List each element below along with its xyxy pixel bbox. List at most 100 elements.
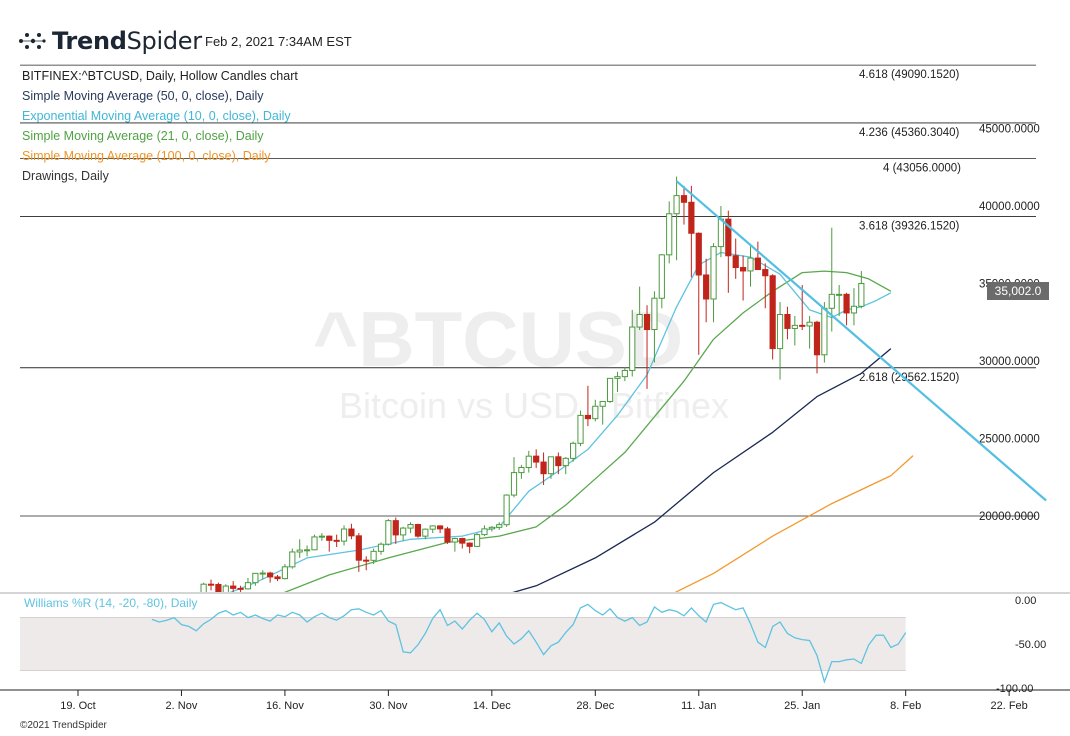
- candle-body: [488, 526, 495, 530]
- legend-ema10[interactable]: Exponential Moving Average (10, 0, close…: [22, 109, 291, 123]
- candle-body: [377, 543, 385, 552]
- candle-body: [437, 525, 444, 530]
- candle-body: [385, 520, 392, 545]
- candle-body: [843, 293, 850, 314]
- candle-body: [732, 255, 739, 269]
- candle-body: [363, 559, 370, 562]
- fib-level-label: 3.618 (39326.1520): [859, 220, 960, 232]
- candle-body: [533, 455, 540, 463]
- x-tick-label: 2. Nov: [166, 700, 198, 712]
- legend-sma50[interactable]: Simple Moving Average (50, 0, close), Da…: [22, 89, 264, 103]
- williams-y-label: -50.00: [1015, 639, 1046, 651]
- candle-body: [658, 254, 665, 299]
- candle-body: [592, 405, 599, 420]
- candle-body: [503, 494, 510, 526]
- candle-body: [710, 246, 717, 300]
- candle-body: [791, 324, 798, 329]
- candles: [157, 176, 865, 617]
- williams-panel: 0.00 -50.00 -100.00: [20, 595, 1046, 695]
- timestamp: Feb 2, 2021 7:34AM EST: [205, 34, 352, 49]
- fib-level-label: 2.618 (29562.1520): [859, 372, 960, 384]
- watermark-ticker: ^BTCUSD: [313, 295, 684, 383]
- candle-body: [725, 218, 732, 257]
- chart-legend: BITFINEX:^BTCUSD, Daily, Hollow Candles …: [22, 66, 298, 186]
- candle-body: [740, 267, 747, 272]
- candle-body: [400, 527, 407, 536]
- candle-body: [392, 520, 399, 536]
- legend-sma21[interactable]: Simple Moving Average (21, 0, close), Da…: [22, 129, 264, 143]
- candle-body: [179, 613, 184, 616]
- trendline-group[interactable]: [675, 180, 1047, 502]
- x-tick-label: 8. Feb: [890, 700, 921, 712]
- candle-body: [850, 305, 858, 314]
- candle-body: [222, 585, 229, 592]
- candle-body: [355, 535, 362, 561]
- candle-body: [540, 461, 547, 475]
- y-axis-labels: 20000.000025000.000030000.000035000.0000…: [979, 124, 1040, 524]
- candle-body: [244, 582, 252, 590]
- x-tick-label: 25. Jan: [784, 700, 820, 712]
- x-tick-label: 19. Oct: [60, 700, 95, 712]
- x-tick-label: 16. Nov: [266, 700, 304, 712]
- candle-body: [510, 472, 518, 496]
- candle-body: [762, 269, 769, 277]
- williams-r-line: [151, 601, 907, 684]
- candle-body: [164, 612, 169, 615]
- candle-body: [784, 314, 791, 329]
- candle-body: [215, 584, 222, 592]
- candle-body: [651, 297, 658, 331]
- candle-body: [643, 314, 651, 331]
- copyright: ©2021 TrendSpider: [20, 720, 107, 731]
- candle-body: [666, 213, 673, 256]
- horizontal-levels: [20, 64, 1036, 517]
- legend-symbol[interactable]: BITFINEX:^BTCUSD, Daily, Hollow Candles …: [22, 69, 298, 83]
- fib-level-label: 4.236 (45360.3040): [859, 127, 960, 139]
- candle-body: [836, 293, 843, 296]
- fib-level-label: 4 (43056.0000): [883, 163, 961, 175]
- legend-sma100[interactable]: Simple Moving Average (100, 0, close), D…: [22, 149, 271, 163]
- candle-body: [407, 524, 414, 529]
- candle-body: [606, 377, 614, 402]
- candle-body: [171, 612, 176, 613]
- candle-body: [496, 524, 503, 528]
- candle-body: [680, 195, 688, 203]
- candle-body: [776, 314, 784, 350]
- candle-body: [577, 414, 584, 444]
- y-tick-label: 40000.0000: [979, 201, 1040, 213]
- x-tick-label: 14. Dec: [473, 700, 511, 712]
- candle-body: [673, 195, 680, 215]
- candle-body: [274, 576, 281, 580]
- candle-body: [473, 534, 481, 547]
- candle-body: [200, 583, 207, 592]
- legend-drawings[interactable]: Drawings, Daily: [22, 169, 109, 183]
- candle-body: [525, 455, 532, 468]
- candle-body: [629, 326, 636, 371]
- williams-y-label: 0.00: [1015, 595, 1036, 607]
- candle-body: [806, 321, 813, 327]
- candle-body: [858, 282, 865, 307]
- candle-body: [813, 321, 821, 356]
- candle-body: [186, 609, 191, 616]
- candle-body: [821, 307, 828, 356]
- trendline[interactable]: [675, 180, 1047, 502]
- candle-body: [157, 615, 162, 617]
- candle-body: [614, 376, 621, 379]
- candle-body: [289, 551, 296, 568]
- candle-body: [466, 542, 473, 547]
- candle-body: [570, 442, 577, 459]
- x-tick-label: 30. Nov: [369, 700, 407, 712]
- x-tick-label: 28. Dec: [576, 700, 614, 712]
- candle-body: [547, 456, 555, 475]
- candle-body: [695, 232, 702, 276]
- sma50-line: [512, 348, 892, 592]
- candle-body: [799, 324, 806, 327]
- williams-band: [20, 617, 906, 671]
- candle-body: [326, 535, 333, 541]
- candle-body: [451, 537, 458, 543]
- candle-body: [414, 524, 422, 537]
- candle-body: [252, 572, 259, 584]
- candle-body: [459, 537, 466, 544]
- x-tick-label: 22. Feb: [990, 700, 1027, 712]
- candle-body: [237, 587, 244, 590]
